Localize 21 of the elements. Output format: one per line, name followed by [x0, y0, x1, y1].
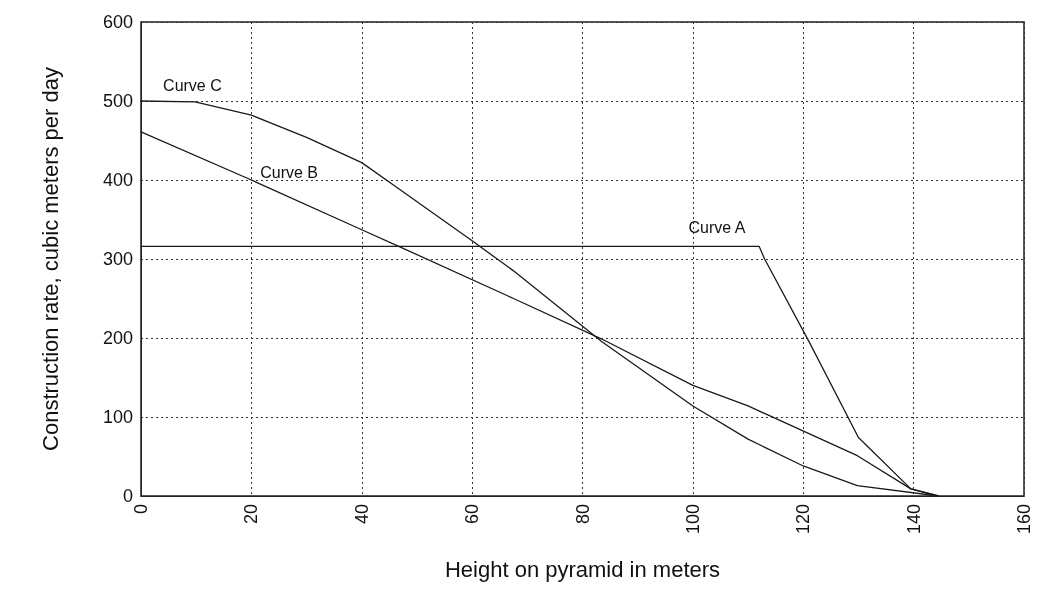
y-axis-title: Construction rate, cubic meters per day [37, 67, 63, 451]
x-axis-title: Height on pyramid in meters [444, 556, 721, 582]
x-tick-label: 160 [1014, 504, 1034, 535]
y-tick-label: 500 [102, 91, 133, 111]
y-tick-label: 600 [102, 12, 133, 32]
y-tick-label: 400 [102, 170, 133, 190]
x-tick-label: 40 [351, 504, 372, 525]
x-tick-label: 60 [462, 504, 483, 525]
y-tick-label: 300 [102, 249, 133, 269]
x-tick-label: 120 [793, 504, 814, 535]
y-tick-label: 200 [102, 328, 133, 348]
x-tick-label: 0 [131, 504, 151, 515]
x-tick-label: 100 [682, 504, 703, 535]
series-label: Curve A [688, 218, 746, 236]
x-tick-label: 20 [241, 504, 262, 525]
series-label: Curve C [163, 76, 222, 94]
x-tick-label: 80 [572, 504, 593, 525]
y-tick-label: 0 [122, 486, 133, 506]
y-tick-label: 100 [102, 407, 133, 427]
x-tick-label: 140 [903, 504, 924, 535]
series-label: Curve B [260, 164, 318, 182]
